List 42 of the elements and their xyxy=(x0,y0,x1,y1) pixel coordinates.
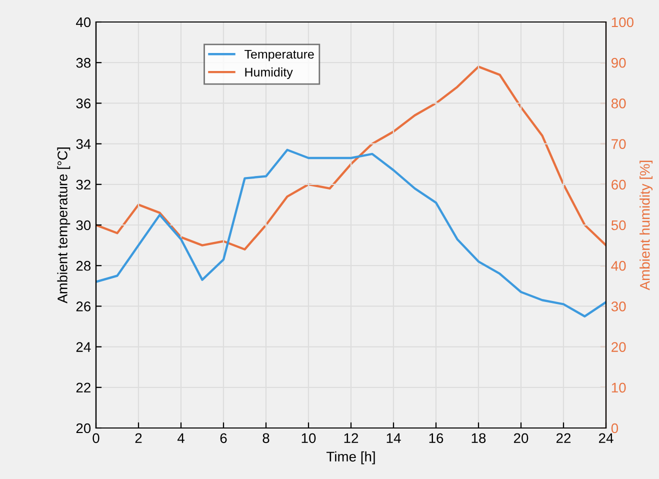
x-tick-label: 2 xyxy=(135,433,142,443)
x-tick-label: 20 xyxy=(514,433,528,444)
y-tick-label: 32 xyxy=(76,180,90,190)
y-tick-label: 24 xyxy=(76,342,91,352)
y2-tick-label: 40 xyxy=(611,260,626,271)
y2-tick-label: 20 xyxy=(612,342,626,352)
y2-tick-label: 70 xyxy=(612,139,626,149)
x-tick-label: 22 xyxy=(556,433,571,443)
y2-tick-label: 10 xyxy=(612,382,626,393)
x-tick-label: 12 xyxy=(344,433,358,443)
y2-tick-label: 80 xyxy=(611,98,626,108)
legend-label: Humidity xyxy=(245,67,293,80)
y-tick-label: 36 xyxy=(76,98,91,108)
y-tick-label: 20 xyxy=(76,423,91,434)
y2-tick-label: 0 xyxy=(611,423,618,434)
x-axis-title: Time [h] xyxy=(326,451,375,464)
y-axis-title: Ambient temperature [°C] xyxy=(57,148,70,304)
y2-tick-label: 30 xyxy=(611,302,626,312)
y-tick-label: 22 xyxy=(76,382,90,392)
y-tick-label: 40 xyxy=(76,17,91,28)
x-tick-label: 10 xyxy=(302,433,316,444)
y2-tick-label: 90 xyxy=(612,58,626,68)
line-series xyxy=(96,66,606,250)
y2-axis-title: Ambient humidity [%] xyxy=(640,160,653,290)
x-tick-label: 14 xyxy=(386,433,401,443)
x-tick-label: 6 xyxy=(220,433,227,444)
line-series xyxy=(96,148,606,318)
y-tick-label: 28 xyxy=(76,260,91,271)
x-tick-label: 16 xyxy=(429,433,444,444)
x-tick-label: 4 xyxy=(177,433,184,443)
y2-tick-label: 50 xyxy=(611,220,626,230)
legend-label: Temperature xyxy=(244,50,314,62)
y-tick-label: 38 xyxy=(76,58,91,68)
x-tick-label: 24 xyxy=(598,433,614,443)
x-tick-label: 8 xyxy=(262,433,270,444)
y-tick-label: 26 xyxy=(76,302,91,312)
x-tick-label: 0 xyxy=(92,433,100,444)
x-tick-label: 18 xyxy=(472,433,486,444)
y-tick-label: 30 xyxy=(76,220,91,230)
y2-tick-label: 60 xyxy=(612,180,626,190)
y2-tick-label: 100 xyxy=(612,17,634,28)
y-tick-label: 34 xyxy=(76,139,91,149)
